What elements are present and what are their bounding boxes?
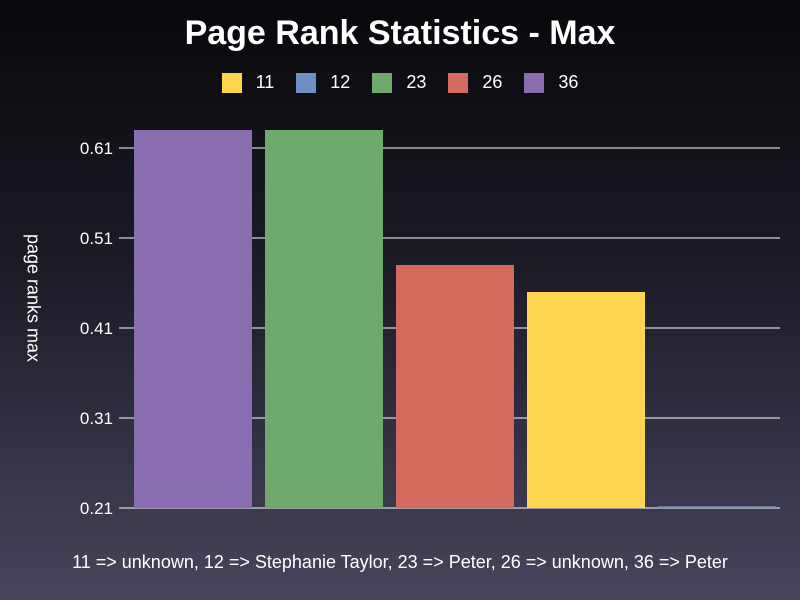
legend-label-26: 26 (482, 72, 503, 92)
legend-label-11: 11 (255, 72, 275, 92)
legend: 11 12 23 26 36 (0, 72, 800, 93)
y-tick-label-4: 0.61 (80, 139, 113, 158)
legend-swatch-11 (221, 72, 242, 93)
bar-23 (265, 130, 383, 508)
y-tick-label-0: 0.21 (80, 499, 113, 518)
legend-swatch-26 (448, 72, 469, 93)
legend-item-11: 11 (221, 72, 275, 93)
y-tick-label-2: 0.41 (80, 319, 113, 338)
bar-26 (396, 265, 514, 508)
bar-11 (527, 292, 645, 508)
legend-item-36: 36 (524, 72, 578, 93)
legend-item-23: 23 (372, 72, 426, 93)
legend-label-23: 23 (406, 72, 427, 92)
y-tick-label-3: 0.51 (80, 229, 113, 248)
legend-swatch-12 (296, 72, 317, 93)
legend-swatch-23 (372, 72, 393, 93)
y-tick-label-1: 0.31 (80, 409, 113, 428)
chart-title: Page Rank Statistics - Max (184, 14, 616, 52)
legend-label-36: 36 (558, 72, 579, 92)
legend-label-12: 12 (330, 72, 351, 92)
footnote: 11 => unknown, 12 => Stephanie Taylor, 2… (72, 552, 728, 572)
legend-swatch-36 (524, 72, 545, 93)
legend-item-26: 26 (448, 72, 502, 93)
bar-12 (658, 506, 776, 508)
legend-item-12: 12 (296, 72, 350, 93)
bar-36 (134, 130, 252, 508)
